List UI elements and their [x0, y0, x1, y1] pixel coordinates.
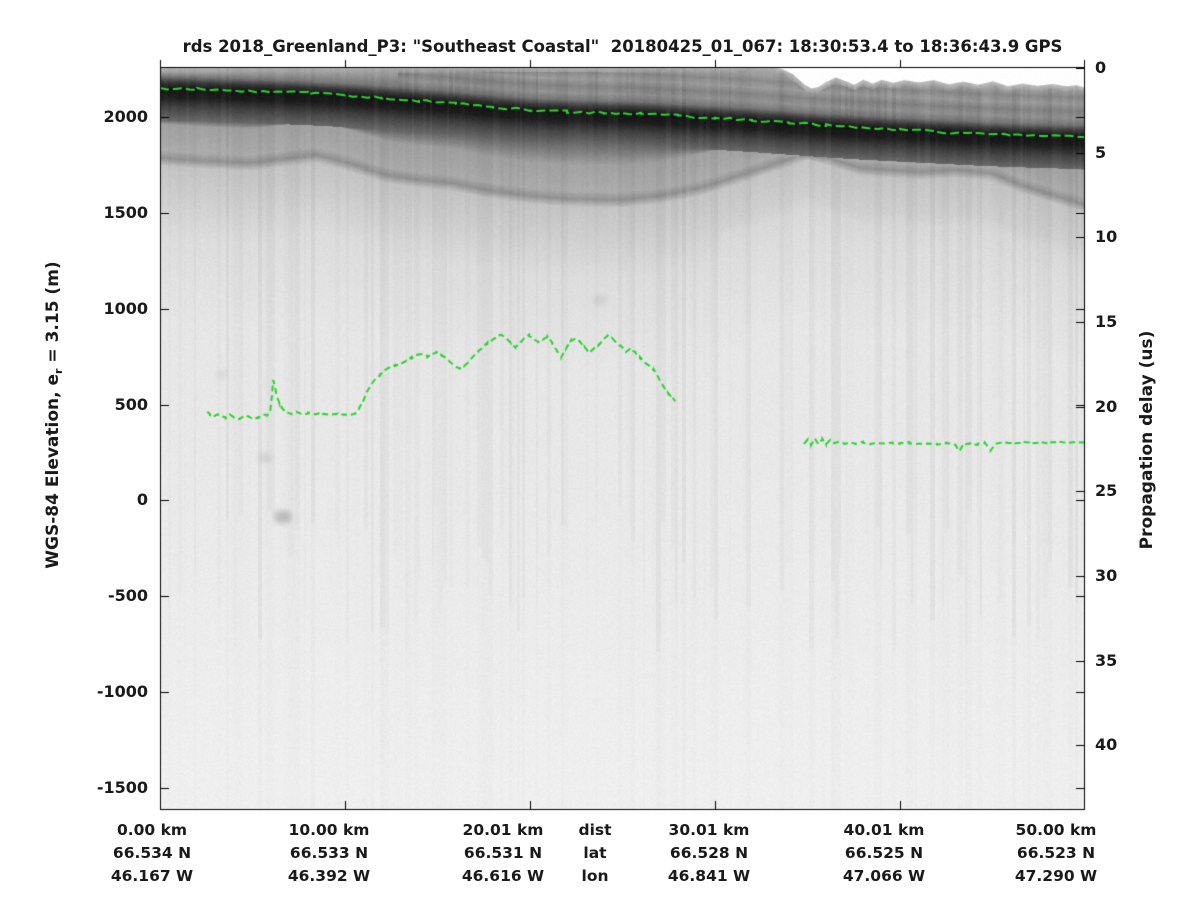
- elevation-axis-label: WGS-84 Elevation, er = 3.15 (m): [43, 261, 65, 568]
- elevation-axis-label-subscript: r: [52, 368, 66, 374]
- lat-value: 66.525 N: [844, 844, 924, 862]
- lon-value: 46.841 W: [667, 867, 751, 885]
- elevation-axis-label-text: WGS-84 Elevation, e: [42, 373, 63, 569]
- lat-value: 66.533 N: [289, 844, 369, 862]
- elevation-tick-label: 500: [114, 395, 148, 415]
- delay-tick-label: 20: [1095, 397, 1118, 417]
- elevation-axis-label-units: = 3.15 (m): [42, 261, 63, 369]
- delay-tick-label: 15: [1095, 312, 1118, 332]
- elevation-tick-label: 2000: [103, 107, 148, 127]
- lat-row-label: lat: [583, 844, 607, 862]
- echogram-canvas: [150, 57, 1095, 820]
- lat-value: 66.531 N: [463, 844, 543, 862]
- lon-value: 47.290 W: [1014, 867, 1098, 885]
- delay-tick-label: 25: [1095, 481, 1118, 501]
- delay-tick-label: 5: [1095, 143, 1107, 163]
- elevation-tick-label: 0: [136, 490, 148, 510]
- dist-value: 40.01 km: [843, 821, 925, 839]
- plot-title: rds 2018_Greenland_P3: "Southeast Coasta…: [182, 37, 1063, 56]
- elevation-tick-label: 1500: [103, 203, 148, 223]
- lon-value: 46.167 W: [110, 867, 194, 885]
- x-tick-column-5: 50.00 km 66.523 N 47.290 W: [986, 819, 1126, 888]
- x-tick-column-2: 20.01 km 66.531 N 46.616 W: [433, 819, 573, 888]
- elevation-tick-label: -1500: [96, 778, 148, 798]
- x-axis-row-headers: dist lat lon: [525, 819, 665, 888]
- dist-value: 10.00 km: [288, 821, 370, 839]
- dist-value: 50.00 km: [1015, 821, 1097, 839]
- lon-value: 47.066 W: [842, 867, 926, 885]
- dist-row-label: dist: [578, 821, 612, 839]
- delay-tick-label: 30: [1095, 566, 1118, 586]
- lat-value: 66.528 N: [669, 844, 749, 862]
- x-tick-column-3: 30.01 km 66.528 N 46.841 W: [639, 819, 779, 888]
- delay-tick-label: 0: [1095, 58, 1107, 78]
- x-tick-column-4: 40.01 km 66.525 N 47.066 W: [814, 819, 954, 888]
- dist-value: 20.01 km: [462, 821, 544, 839]
- lon-value: 46.616 W: [461, 867, 545, 885]
- propagation-delay-axis-label: Propagation delay (us): [1137, 330, 1157, 550]
- delay-tick-label: 10: [1095, 227, 1118, 247]
- elevation-tick-label: -500: [107, 586, 148, 606]
- lon-row-label: lon: [581, 867, 609, 885]
- lon-value: 46.392 W: [287, 867, 371, 885]
- x-tick-column-1: 10.00 km 66.533 N 46.392 W: [259, 819, 399, 888]
- lat-value: 66.523 N: [1016, 844, 1096, 862]
- delay-tick-label: 40: [1095, 735, 1118, 755]
- elevation-tick-label: 1000: [103, 299, 148, 319]
- elevation-tick-label: -1000: [96, 682, 148, 702]
- dist-value: 0.00 km: [116, 821, 188, 839]
- x-tick-column-0: 0.00 km 66.534 N 46.167 W: [82, 819, 222, 888]
- delay-tick-label: 35: [1095, 651, 1118, 671]
- lat-value: 66.534 N: [112, 844, 192, 862]
- dist-value: 30.01 km: [668, 821, 750, 839]
